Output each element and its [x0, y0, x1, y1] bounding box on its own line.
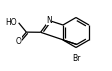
Text: N: N	[46, 16, 52, 25]
Text: O: O	[15, 37, 21, 46]
Text: Br: Br	[71, 54, 80, 62]
Text: HO: HO	[5, 18, 17, 27]
